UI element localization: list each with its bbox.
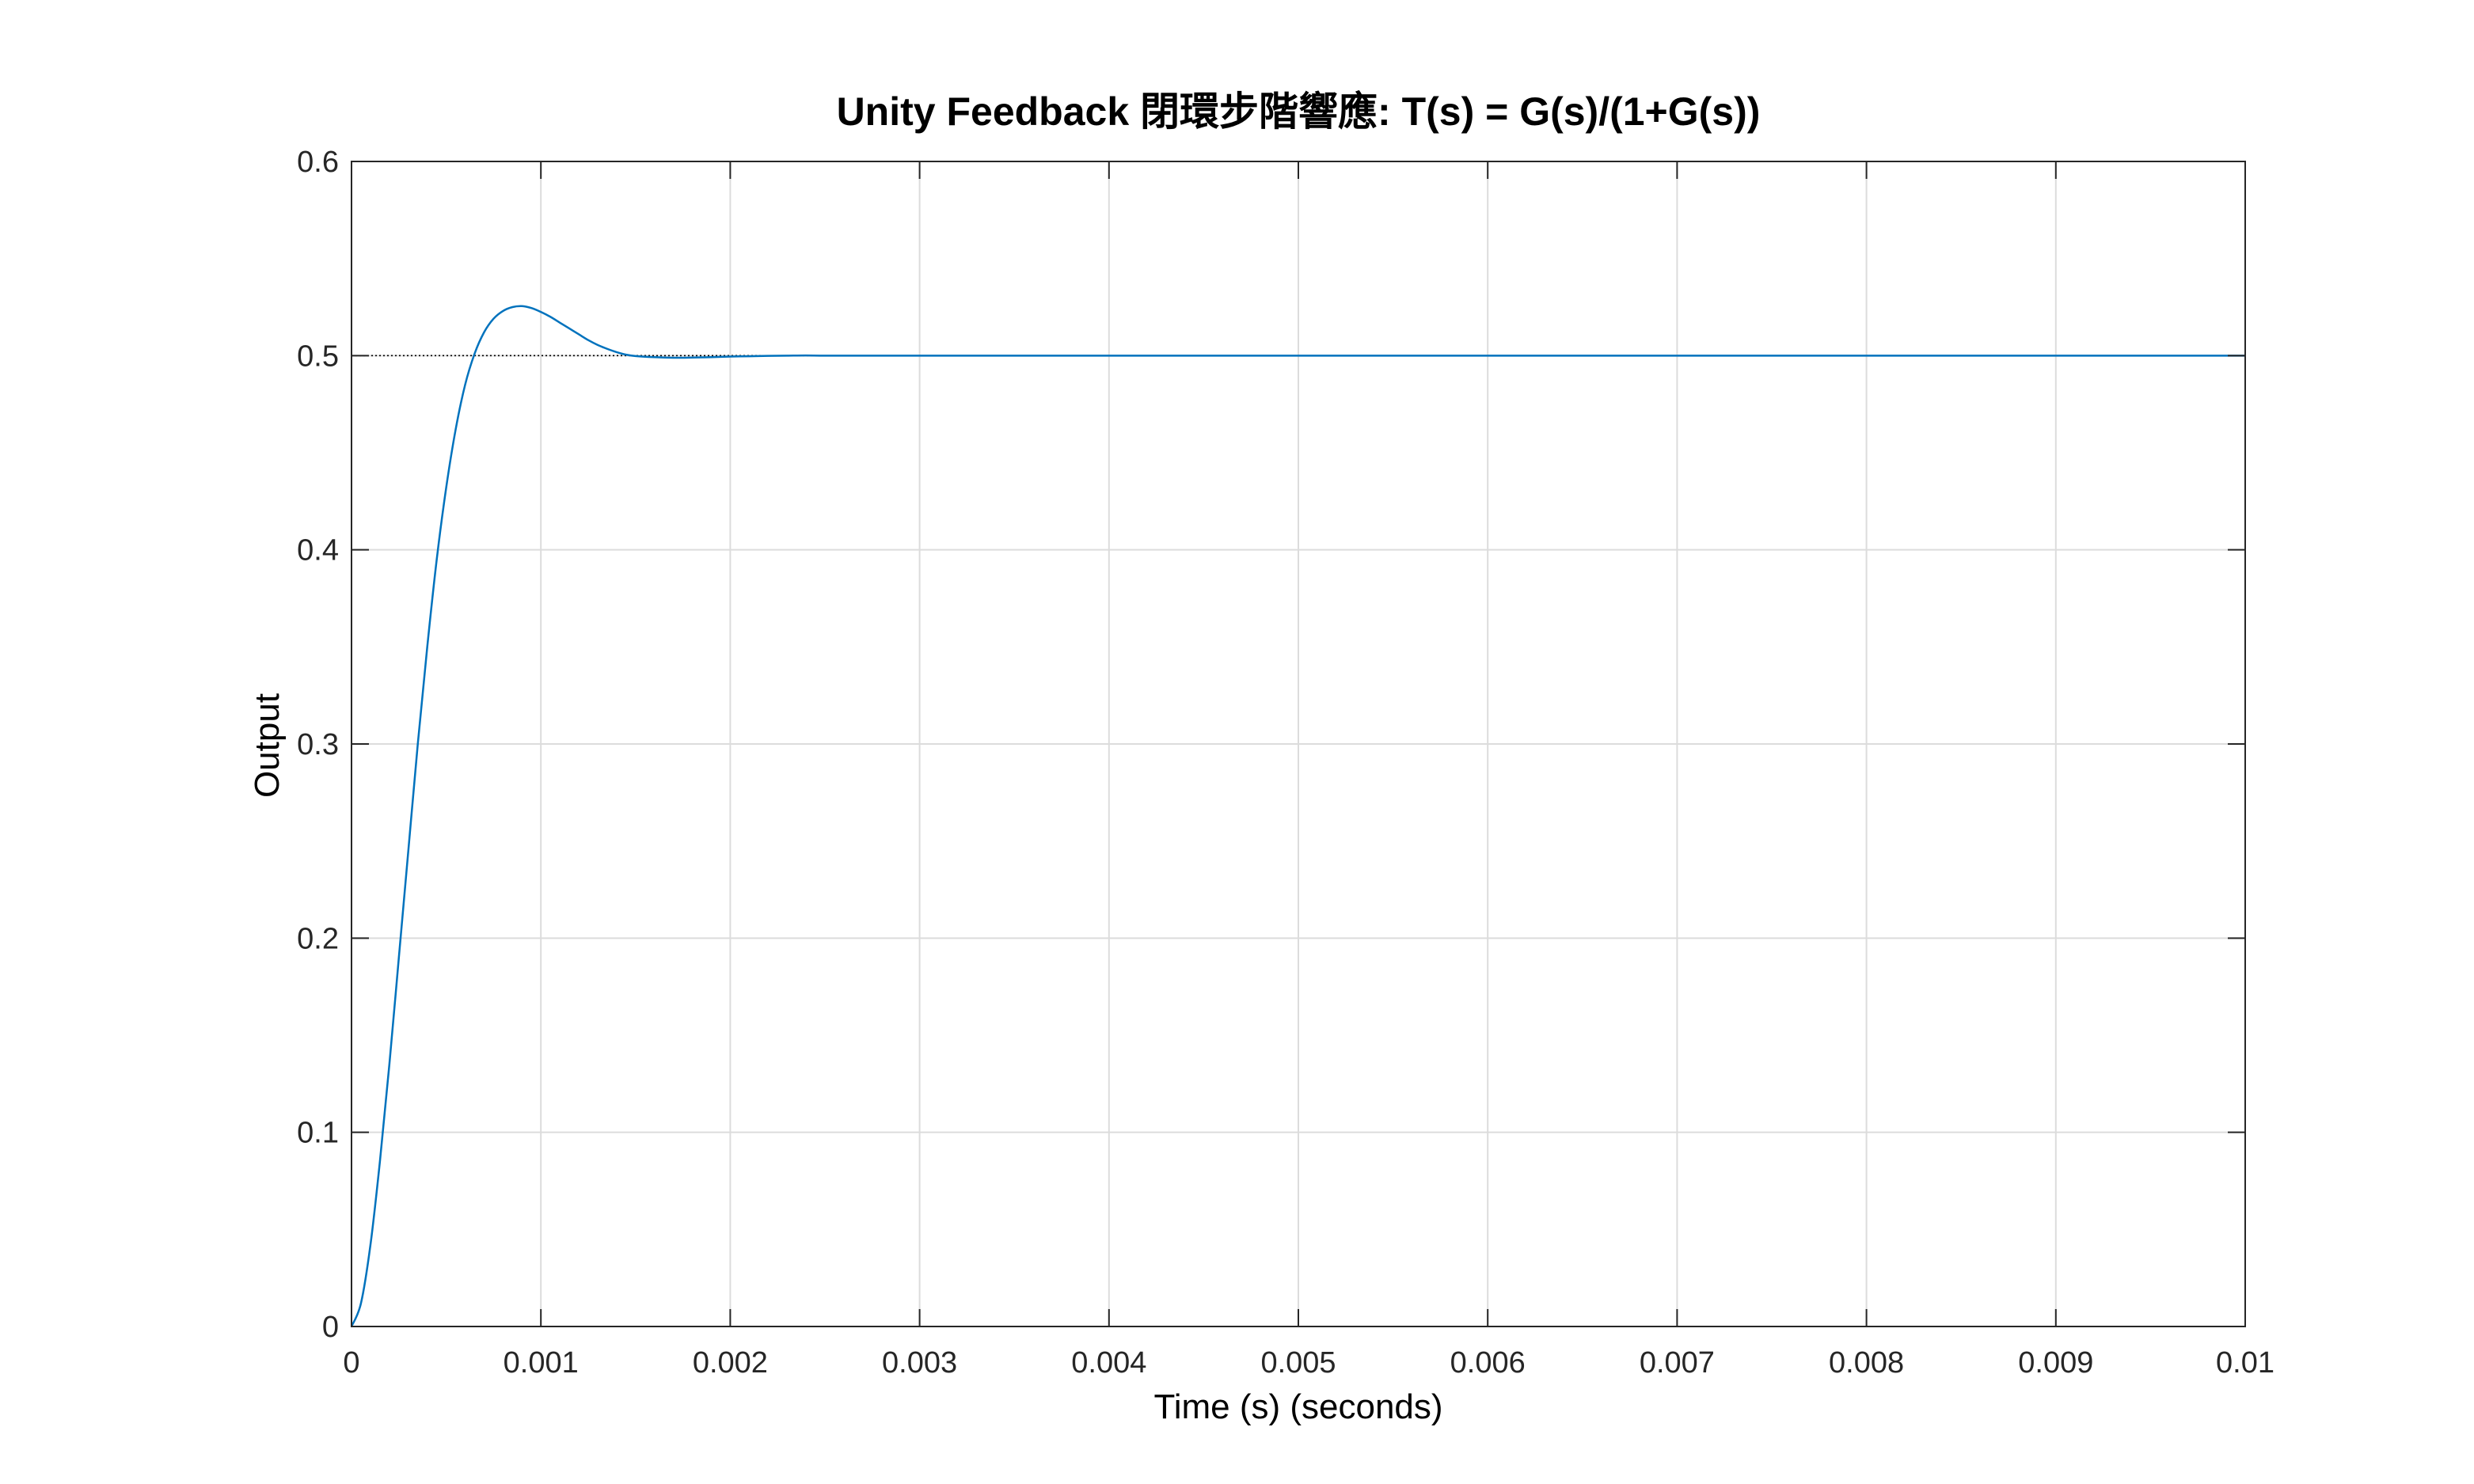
x-tick-label: 0.005 bbox=[1260, 1346, 1336, 1380]
x-tick-label: 0.007 bbox=[1640, 1346, 1715, 1380]
chart-title: Unity Feedback 閉環步階響應: T(s) = G(s)/(1+G(… bbox=[837, 89, 1761, 134]
x-tick-label: 0.01 bbox=[2216, 1346, 2274, 1380]
y-tick-label: 0.2 bbox=[297, 922, 339, 955]
y-tick-label: 0 bbox=[322, 1311, 339, 1344]
x-tick-label: 0.009 bbox=[2018, 1346, 2093, 1380]
x-tick-label: 0.001 bbox=[504, 1346, 579, 1380]
x-tick-label: 0.006 bbox=[1450, 1346, 1526, 1380]
x-tick-label: 0 bbox=[343, 1346, 359, 1380]
grid bbox=[351, 161, 2246, 1327]
x-tick-label: 0.008 bbox=[1829, 1346, 1904, 1380]
x-tick-label: 0.003 bbox=[882, 1346, 957, 1380]
y-axis-label: Output bbox=[248, 693, 287, 798]
y-tick-label: 0.4 bbox=[297, 534, 339, 567]
y-tick-label: 0.5 bbox=[297, 340, 339, 373]
y-tick-label: 0.6 bbox=[297, 146, 339, 179]
plot-area bbox=[350, 305, 2245, 1327]
x-tick-label: 0.002 bbox=[693, 1346, 768, 1380]
step-response-line bbox=[350, 305, 2245, 1327]
x-tick-labels: 0 0.001 0.002 0.003 0.004 0.005 0.006 0.007 0.00… bbox=[343, 1346, 2274, 1380]
x-axis-label: Time (s) (seconds) bbox=[1153, 1387, 1442, 1426]
y-tick-label: 0.1 bbox=[297, 1117, 339, 1150]
x-tick-label: 0.004 bbox=[1071, 1346, 1146, 1380]
y-tick-label: 0.3 bbox=[297, 728, 339, 761]
tick-marks bbox=[351, 161, 2246, 1327]
y-tick-labels: 0 0.1 0.2 0.3 0.4 0.5 0.6 bbox=[297, 146, 339, 1344]
